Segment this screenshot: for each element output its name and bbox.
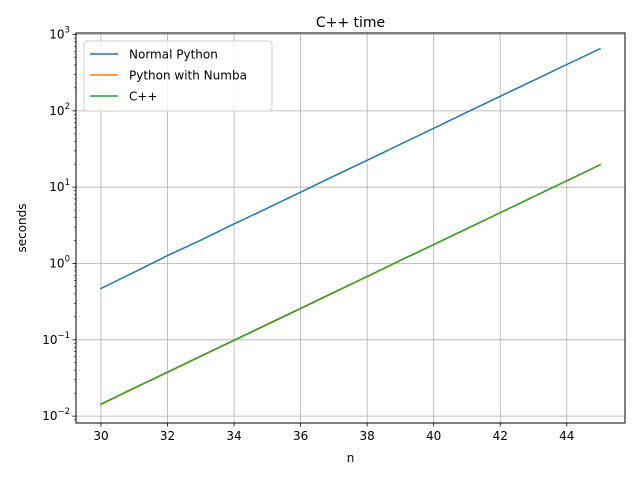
x-tick-label: 32 xyxy=(160,429,175,443)
series-line-normal-python xyxy=(99,47,602,290)
y-tick-label: 101 xyxy=(49,178,70,194)
x-tick-label: 40 xyxy=(426,429,441,443)
x-axis-ticks: 30 32 34 36 38 40 42 44 xyxy=(93,423,574,443)
y-tick-label: 10−2 xyxy=(42,407,70,423)
legend-box xyxy=(83,40,273,112)
legend: Normal Python Python with Numba C++ xyxy=(83,40,273,112)
x-tick-label: 36 xyxy=(293,429,308,443)
x-tick-label: 34 xyxy=(226,429,241,443)
x-axis-label: n xyxy=(347,451,355,465)
x-tick-label: 30 xyxy=(93,429,108,443)
series-line-c xyxy=(99,163,602,406)
x-tick-label: 42 xyxy=(493,429,508,443)
y-tick-label: 102 xyxy=(49,102,70,118)
legend-items: Normal Python Python with Numba C++ xyxy=(90,48,247,104)
legend-label: C++ xyxy=(129,90,158,104)
y-tick-label: 10−1 xyxy=(42,331,70,347)
x-tick-label: 44 xyxy=(559,429,574,443)
x-tick-label: 38 xyxy=(359,429,374,443)
y-tick-label: 103 xyxy=(49,26,70,42)
legend-label: Normal Python xyxy=(129,48,218,62)
y-tick-label: 100 xyxy=(49,254,70,270)
series-lines xyxy=(99,47,602,406)
chart-title: C++ time xyxy=(316,15,385,31)
legend-label: Python with Numba xyxy=(129,69,247,83)
y-axis-ticks: 10−2 10−1 100 101 102 103 xyxy=(42,26,76,423)
y-axis-label: seconds xyxy=(15,203,29,252)
plot-frame xyxy=(75,32,626,424)
